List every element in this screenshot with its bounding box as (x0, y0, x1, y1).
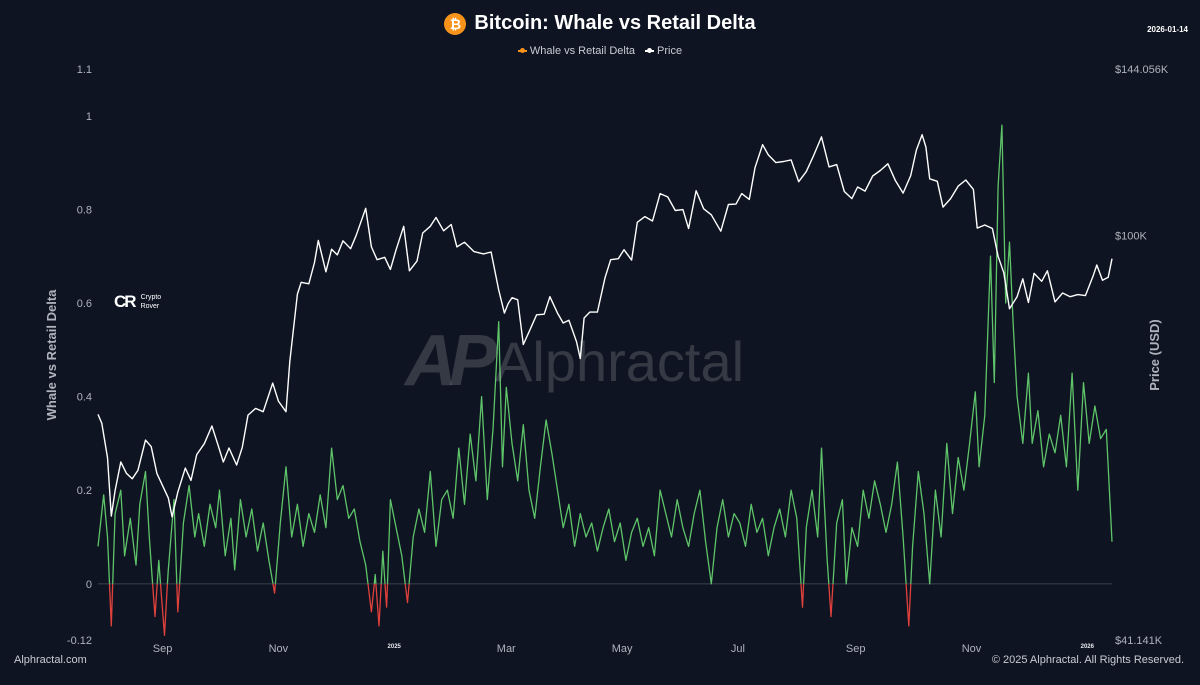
crypto-rover-icon: CR (114, 292, 137, 311)
delta-line-positive-segment (97, 494, 111, 584)
delta-line-positive-segment (802, 447, 830, 584)
legend-swatch-price (645, 48, 655, 53)
legend-label-price: Price (657, 45, 683, 57)
footer-site-link[interactable]: Alphractal.com (14, 654, 87, 666)
delta-line-positive-segment (832, 461, 907, 585)
y-tick-right: $41.141K (1115, 635, 1163, 647)
delta-line-negative-segment (272, 583, 277, 594)
delta-line-positive-segment (274, 447, 369, 584)
series-group (97, 124, 1113, 636)
y-axis-label-right: Price (USD) (1147, 319, 1162, 391)
delta-line-negative-segment (151, 583, 158, 618)
x-tick: May (612, 643, 633, 655)
y-tick-left: 0.6 (77, 298, 92, 310)
x-tick: Sep (846, 643, 866, 655)
y-tick-left: 1 (86, 111, 92, 123)
delta-line-negative-segment (404, 583, 410, 604)
y-axis-label-left: Whale vs Retail Delta (44, 289, 59, 421)
price-line (97, 133, 1113, 518)
delta-line-negative-segment (108, 583, 114, 627)
x-tick: Jul (731, 643, 745, 655)
y-tick-left: 1.1 (77, 64, 92, 76)
y-tick-left: -0.12 (67, 635, 92, 647)
delta-line-negative-segment (176, 583, 181, 613)
delta-line-negative-segment (367, 583, 375, 613)
delta-line-negative-segment (159, 583, 169, 636)
crypto-rover-logo: CR Crypto Rover (114, 292, 161, 312)
delta-line-positive-segment (380, 550, 386, 584)
x-tick: Sep (153, 643, 173, 655)
y-tick-right: $144.056K (1115, 64, 1169, 76)
y-tick-left: 0.4 (77, 392, 92, 404)
x-tick: 2025 (388, 644, 402, 650)
alphractal-logo-icon: AP (405, 321, 497, 401)
footer-copyright: © 2025 Alphractal. All Rights Reserved. (991, 654, 1184, 666)
logo-line-2: Rover (140, 303, 160, 310)
y-tick-left: 0.8 (77, 204, 92, 216)
delta-line-positive-segment (386, 498, 406, 584)
x-tick: Nov (962, 643, 982, 655)
legend-label-delta: Whale vs Retail Delta (529, 45, 636, 57)
delta-line-positive-segment (373, 573, 377, 584)
chart-title-group: ₿ Bitcoin: Whale vs Retail Delta (0, 12, 1200, 35)
y-tick-left: 0.2 (77, 485, 92, 497)
delta-line-positive-segment (156, 559, 162, 584)
delta-line-negative-segment (800, 583, 805, 608)
delta-line-negative-segment (375, 583, 382, 627)
x-tick: 2026 (1081, 644, 1095, 650)
chart-title: Bitcoin: Whale vs Retail Delta (474, 12, 756, 34)
legend-item-delta[interactable]: Whale vs Retail Delta (517, 45, 636, 57)
watermark-text: Alphractal (495, 329, 745, 393)
left-axis-ticks: -0.12 0 0.2 0.4 0.6 0.8 1 1.1 (67, 64, 92, 647)
alphractal-watermark: AP Alphractal (405, 320, 744, 402)
chart-legend: Whale vs Retail Delta Price (0, 45, 1200, 57)
y-tick-left: 0 (86, 579, 92, 591)
delta-line-negative-segment (828, 583, 834, 618)
y-tick-right: $100K (1115, 230, 1147, 242)
delta-line-negative-segment (384, 583, 389, 608)
legend-item-price[interactable]: Price (645, 45, 682, 57)
date-stamp: 2026-01-14 (1147, 25, 1188, 34)
delta-line-positive-segment (112, 470, 154, 584)
bitcoin-icon: ₿ (444, 12, 467, 35)
delta-line-positive-segment (408, 321, 802, 585)
delta-line-positive-segment (166, 498, 178, 584)
x-axis-ticks: Sep Nov 2025 Mar May Jul Sep Nov 2026 (153, 643, 1095, 655)
delta-line-positive-segment (178, 484, 274, 584)
delta-line-positive-segment (910, 124, 1113, 585)
right-axis-ticks: $41.141K $100K $144.056K (1115, 64, 1169, 647)
x-tick: Nov (269, 643, 289, 655)
x-tick: Mar (497, 643, 516, 655)
crypto-rover-text: Crypto Rover (141, 293, 162, 311)
legend-swatch-delta (517, 48, 527, 53)
logo-line-1: Crypto (140, 294, 162, 301)
delta-line-negative-segment (905, 583, 912, 627)
